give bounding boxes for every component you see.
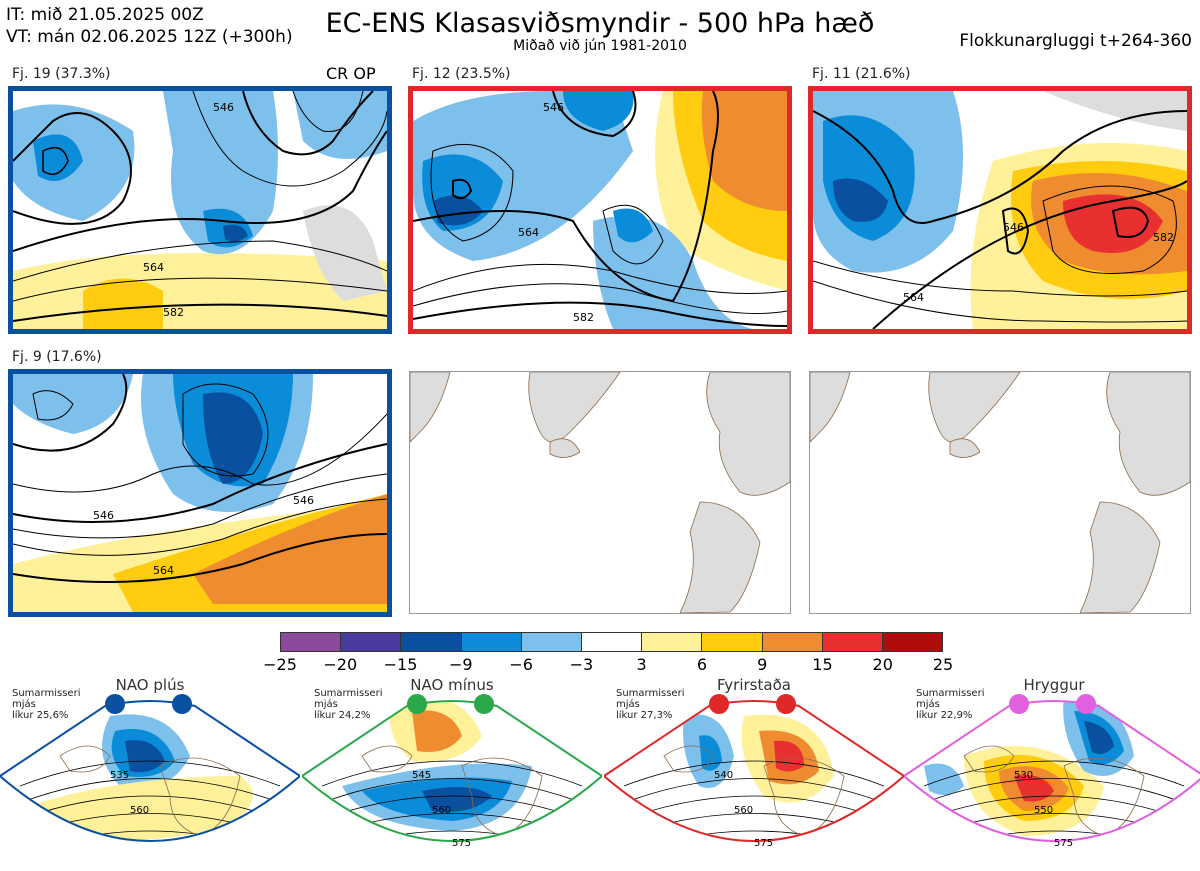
page-subtitle: Miðað við jún 1981-2010 xyxy=(513,38,687,54)
svg-text:545: 545 xyxy=(412,770,431,781)
empty-map-5 xyxy=(409,371,791,614)
svg-text:546: 546 xyxy=(213,101,234,114)
svg-text:564: 564 xyxy=(143,261,164,274)
svg-text:575: 575 xyxy=(1054,838,1073,849)
regime-marker-icon xyxy=(474,694,494,714)
colorbar-tick-label: −25 xyxy=(263,655,297,674)
regime-info: Sumarmisseri mjás líkur 25,6% xyxy=(12,688,81,721)
header-info: IT: mið 21.05.2025 00Z VT: mán 02.06.202… xyxy=(6,4,293,48)
svg-text:560: 560 xyxy=(432,805,451,816)
svg-text:575: 575 xyxy=(452,838,471,849)
regime-info: Sumarmisseri mjás líkur 22,9% xyxy=(916,688,985,721)
regime-panel: 530 550 575 Sumarmisseri mjás líkur 22,9% Hryg… xyxy=(904,676,1200,869)
cluster-2-map[interactable]: 564 582 546 xyxy=(408,86,792,334)
colorbar-swatch xyxy=(581,633,643,651)
cluster-3-label: Fj. 11 (21.6%) xyxy=(812,66,911,82)
regime-marker-icon xyxy=(1009,694,1029,714)
cluster-1-map[interactable]: 582 564 546 xyxy=(8,86,392,334)
regime-marker-icon xyxy=(709,694,729,714)
regime-marker-icon xyxy=(105,694,125,714)
colorbar-swatch xyxy=(642,633,703,651)
initial-time: IT: mið 21.05.2025 00Z xyxy=(6,5,204,25)
svg-text:535: 535 xyxy=(110,770,129,781)
svg-text:564: 564 xyxy=(153,564,174,577)
page-title: EC-ENS Klasasviðsmyndir - 500 hPa hæð xyxy=(325,8,875,39)
svg-text:546: 546 xyxy=(293,494,314,507)
colorbar-swatch xyxy=(401,633,462,651)
cluster-3-map[interactable]: 564 582 546 xyxy=(808,86,1192,334)
regime-panel: 545 560 575 Sumarmisseri mjás líkur 24,2% NAO … xyxy=(302,676,602,869)
svg-text:564: 564 xyxy=(903,291,924,304)
colorbar-swatch xyxy=(702,633,763,651)
colorbar-tick-label: −9 xyxy=(449,655,473,674)
svg-text:582: 582 xyxy=(573,311,594,324)
colorbar-tick-label: 25 xyxy=(932,655,954,674)
colorbar-tick-label: 6 xyxy=(696,655,707,674)
regime-marker-icon xyxy=(1076,694,1096,714)
svg-text:564: 564 xyxy=(518,226,539,239)
cluster-4-map[interactable]: 546 564 546 xyxy=(8,369,392,617)
regime-title: NAO mínus xyxy=(410,676,494,694)
colorbar-swatch xyxy=(521,633,582,651)
regime-title: Hryggur xyxy=(1023,676,1085,694)
colorbar-tick-label: −6 xyxy=(509,655,533,674)
svg-text:546: 546 xyxy=(543,101,564,114)
colorbar-swatch xyxy=(461,633,522,651)
colorbar-tick-label: 20 xyxy=(872,655,893,674)
regime-title: Fyrirstaða xyxy=(717,676,791,694)
cluster-4-label: Fj. 9 (17.6%) xyxy=(12,349,102,365)
colorbar-swatch xyxy=(281,633,342,651)
regime-info: Sumarmisseri mjás líkur 24,2% xyxy=(314,688,383,721)
svg-text:575: 575 xyxy=(754,838,773,849)
svg-text:546: 546 xyxy=(93,509,114,522)
colorbar-swatch xyxy=(822,633,883,651)
regime-marker-icon xyxy=(172,694,192,714)
svg-text:546: 546 xyxy=(1003,221,1024,234)
colorbar-swatch xyxy=(762,633,823,651)
colorbar-swatch xyxy=(882,633,943,651)
regime-panel: 540 560 575 Sumarmisseri mjás líkur 27,3% Fyri… xyxy=(604,676,904,869)
cluster-1-label: Fj. 19 (37.3%) xyxy=(12,66,111,82)
colorbar-swatch xyxy=(341,633,402,651)
svg-text:550: 550 xyxy=(1034,805,1053,816)
regime-marker-icon xyxy=(776,694,796,714)
colorbar-tick-label: −20 xyxy=(323,655,358,674)
cluster-1-extra: CR OP xyxy=(326,64,376,83)
contour-label: 582 xyxy=(163,306,184,319)
svg-text:530: 530 xyxy=(1014,770,1033,781)
empty-map-6 xyxy=(809,371,1191,614)
valid-time: VT: mán 02.06.2025 12Z (+300h) xyxy=(6,27,293,47)
colorbar-tick-label: 3 xyxy=(636,655,647,674)
colorbar-ticks: −25 −20 −15 −9 −6 −3 3 6 9 15 20 25 xyxy=(250,655,970,675)
svg-text:560: 560 xyxy=(734,805,753,816)
svg-text:560: 560 xyxy=(130,805,149,816)
colorbar-tick-label: −3 xyxy=(569,655,594,674)
regime-marker-icon xyxy=(407,694,427,714)
colorbar-tick-label: −15 xyxy=(383,655,418,674)
svg-text:582: 582 xyxy=(1153,231,1174,244)
classification-window: Flokkunargluggi t+264-360 xyxy=(959,31,1192,51)
cluster-2-label: Fj. 12 (23.5%) xyxy=(412,66,511,82)
regime-info: Sumarmisseri mjás líkur 27,3% xyxy=(616,688,685,721)
colorbar-tick-label: 15 xyxy=(812,655,833,674)
colorbar xyxy=(280,632,943,652)
regime-panel: 535 560 Sumarmisseri mjás líkur 25,6% NAO plú… xyxy=(0,676,300,869)
svg-text:540: 540 xyxy=(714,770,733,781)
colorbar-tick-label: 9 xyxy=(757,655,768,674)
regime-title: NAO plús xyxy=(115,676,185,694)
